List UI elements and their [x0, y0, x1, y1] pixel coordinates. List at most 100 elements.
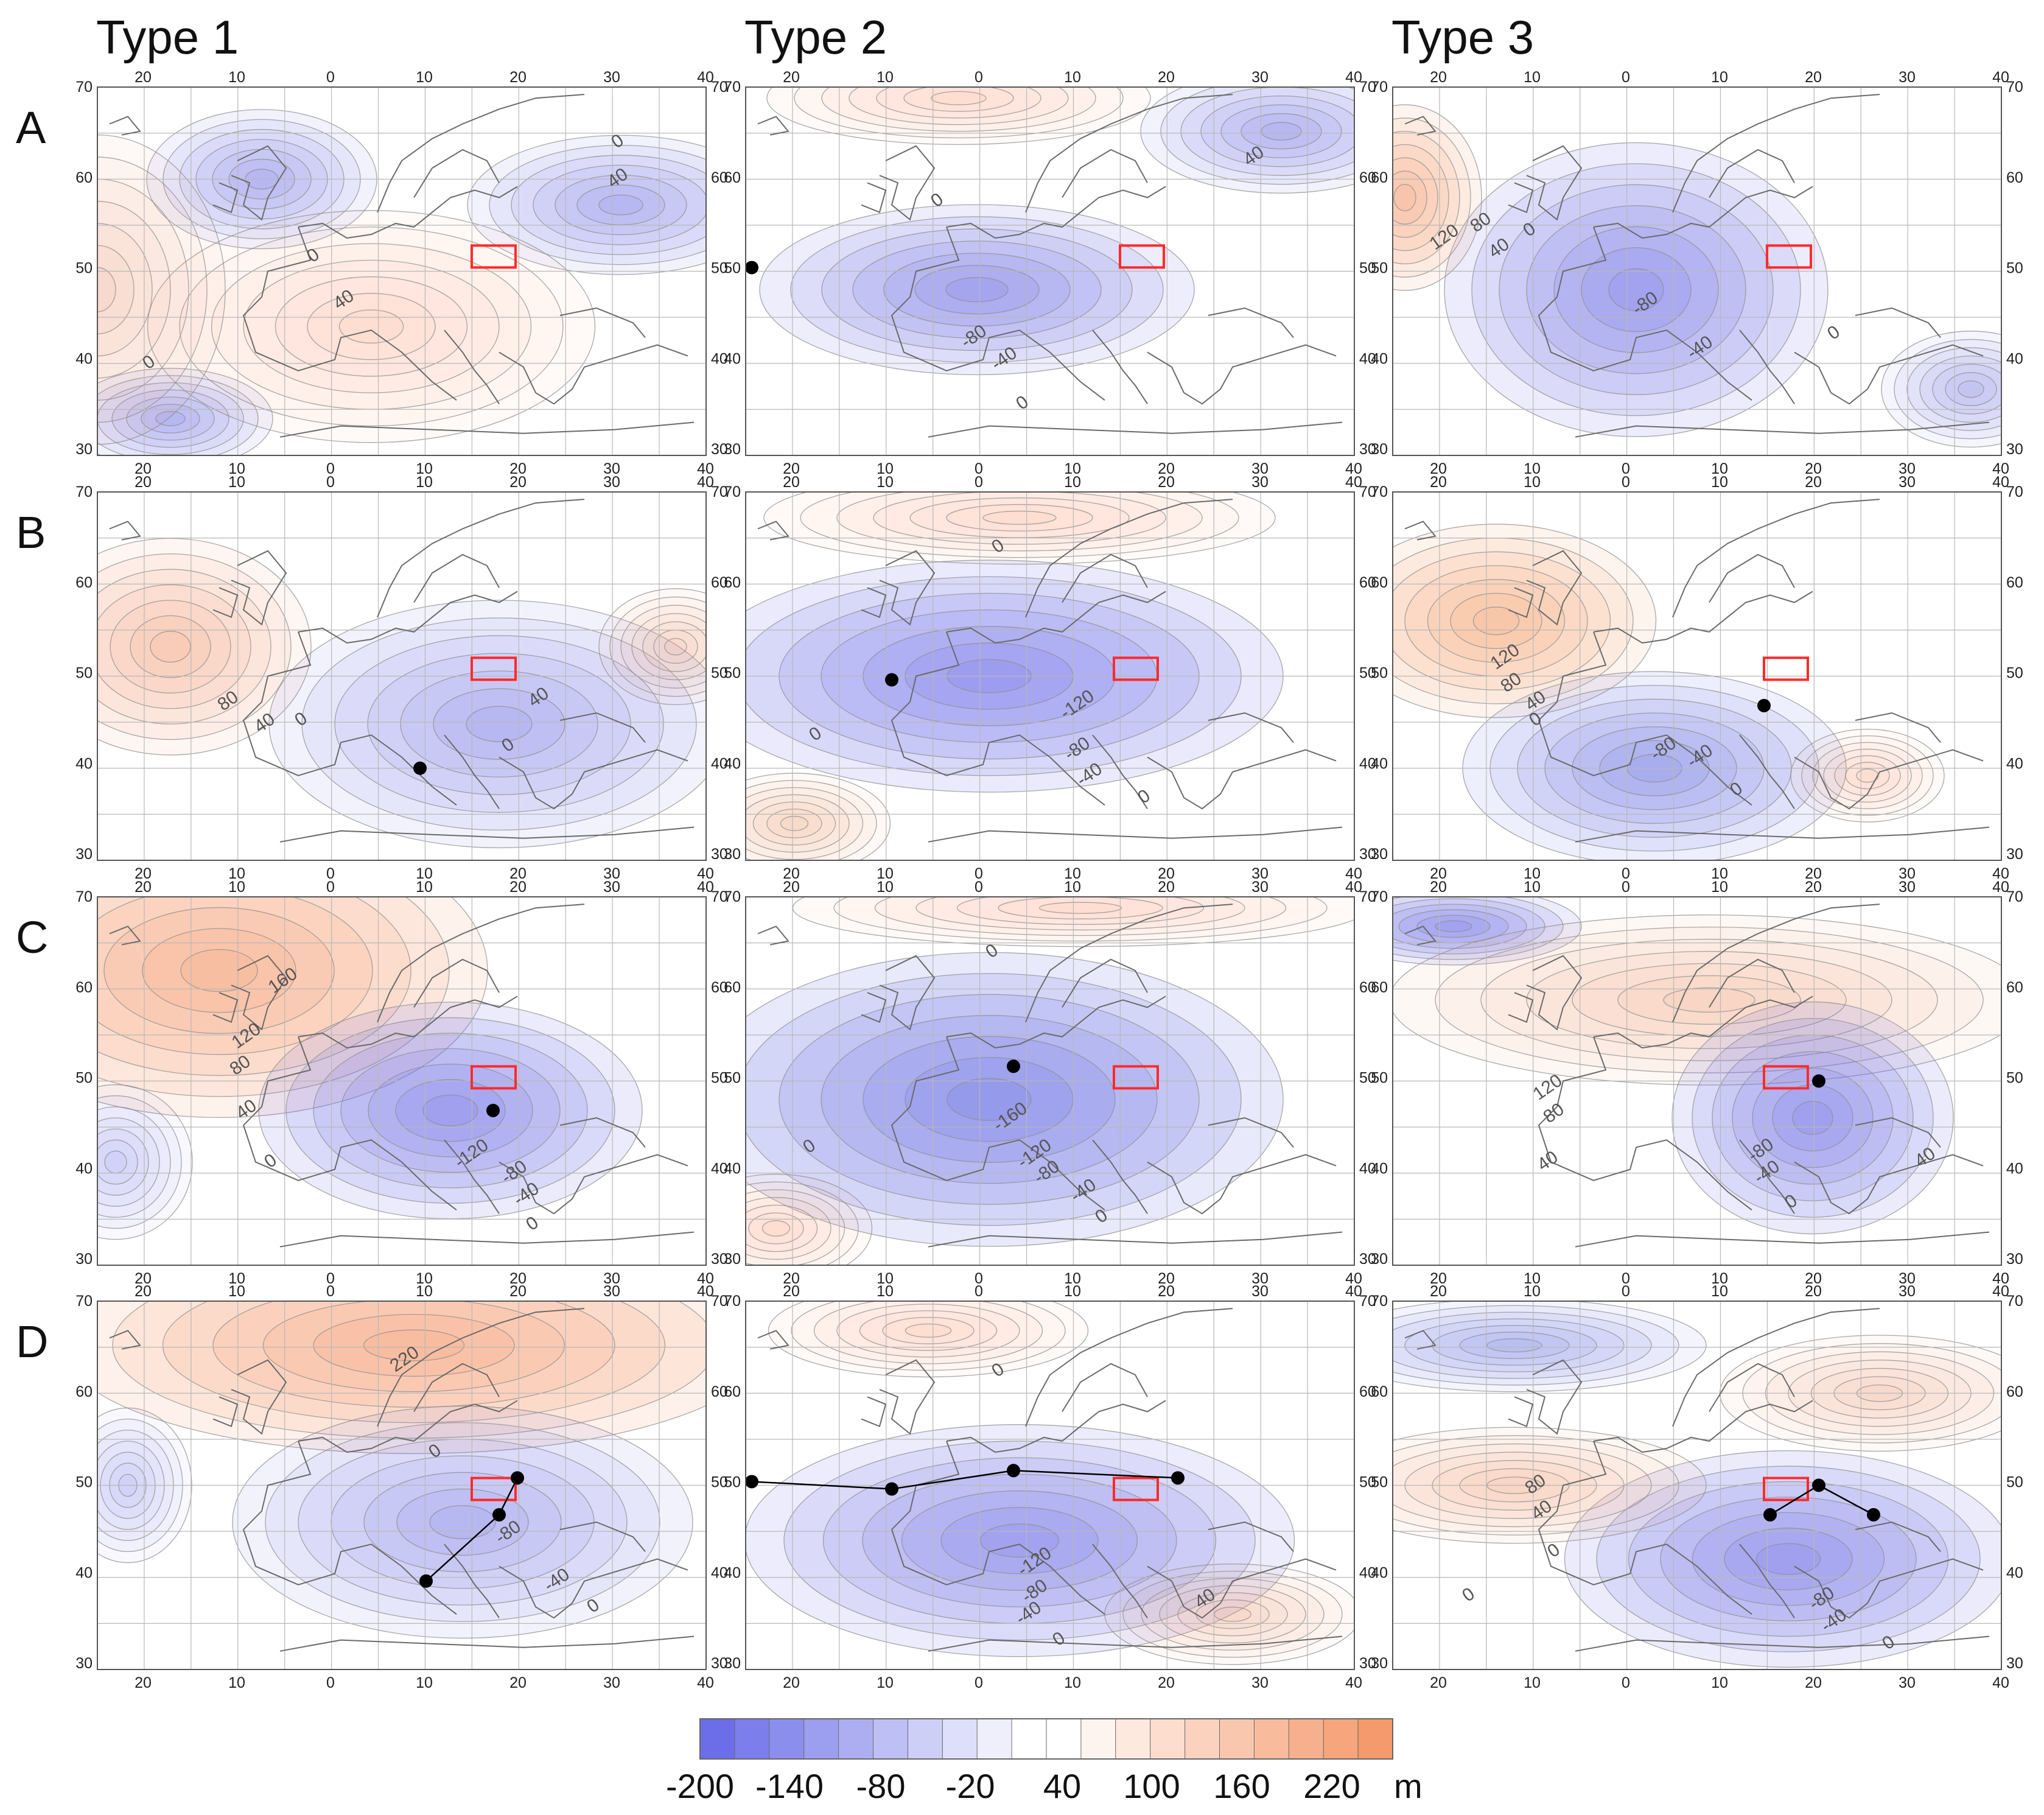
latitude-tick-left: 40 [724, 1564, 741, 1581]
longitude-tick-top: 20 [509, 69, 527, 86]
column-title: Type 1 [96, 10, 239, 64]
positive-anomaly-contour [97, 267, 116, 312]
positive-anomaly-contour [873, 492, 1166, 545]
panel-frame [97, 896, 707, 1266]
longitude-tick-bottom: 30 [603, 1674, 620, 1691]
positive-anomaly-contour [1526, 950, 1892, 1049]
coastline [757, 521, 789, 541]
positive-anomaly-contour [1177, 1592, 1288, 1637]
coastline [1575, 421, 1990, 438]
coastline [242, 226, 457, 401]
longitude-tick-bottom: 20 [783, 1270, 800, 1287]
latitude-tick-right: 30 [711, 1655, 728, 1672]
positive-anomaly-contour [905, 1323, 952, 1338]
longitude-tick-bottom: 10 [1711, 1674, 1728, 1691]
coastline [499, 1558, 688, 1619]
longitude-tick-top: 40 [697, 879, 714, 896]
coastline [891, 631, 1105, 806]
longitude-tick-bottom: 0 [326, 460, 335, 477]
latitude-tick-right: 70 [1359, 483, 1376, 500]
coastline [1538, 1441, 1752, 1615]
longitude-tick-top: 20 [1158, 879, 1175, 896]
longitude-tick-top: 40 [697, 474, 714, 491]
longitude-tick-top: 10 [1711, 879, 1728, 896]
latitude-tick-left: 40 [75, 350, 93, 367]
longitude-tick-bottom: 20 [135, 865, 152, 882]
latitude-tick-left: 40 [75, 755, 93, 772]
positive-anomaly-contour [859, 1310, 998, 1351]
positive-anomaly-contour [746, 780, 877, 860]
coastline [1404, 925, 1437, 946]
positive-anomaly-contour [97, 223, 153, 357]
negative-anomaly-contour [1435, 920, 1472, 933]
positive-anomaly-contour [998, 897, 1163, 919]
negative-anomaly-contour [821, 228, 1133, 351]
latitude-tick-right: 40 [2006, 1160, 2023, 1177]
longitude-tick-top: 20 [783, 69, 800, 86]
colorbar-tick-label: -20 [946, 1767, 995, 1805]
latitude-tick-left: 60 [1371, 169, 1388, 186]
latitude-tick-left: 70 [75, 483, 93, 500]
negative-anomaly-contour [1881, 331, 2001, 448]
negative-anomaly-contour [363, 1472, 562, 1573]
negative-anomaly-contour [429, 1505, 496, 1539]
cyclone-center-marker [1007, 1464, 1020, 1478]
latitude-tick-right: 60 [2006, 979, 2023, 996]
target-region-box [471, 656, 517, 681]
longitude-tick-bottom: 40 [1992, 460, 2009, 477]
negative-anomaly-contour [1692, 1018, 1934, 1218]
positive-anomaly-contour [874, 897, 1287, 936]
latitude-tick-left: 70 [724, 79, 741, 96]
longitude-tick-bottom: 0 [326, 865, 335, 882]
coastline [757, 116, 789, 136]
colorbar-segment [1253, 1718, 1290, 1760]
coastline [1062, 1363, 1148, 1413]
row-label: B [16, 507, 46, 558]
negative-anomaly-contour [790, 216, 1164, 363]
latitude-tick-left: 40 [75, 1160, 93, 1177]
positive-anomaly-contour [1480, 938, 1938, 1061]
latitude-tick-right: 60 [711, 169, 728, 186]
positive-anomaly-contour [313, 1314, 515, 1377]
coastline [1526, 145, 1583, 221]
latitude-tick-left: 30 [724, 1655, 741, 1672]
latitude-tick-right: 50 [1359, 1070, 1376, 1087]
negative-anomaly-contour [1393, 1311, 1652, 1379]
positive-anomaly-contour [982, 510, 1057, 525]
positive-anomaly-contour [752, 801, 836, 846]
latitude-tick-right: 40 [1359, 1564, 1376, 1581]
longitude-tick-bottom: 30 [1899, 1270, 1916, 1287]
longitude-tick-bottom: 10 [1524, 1674, 1541, 1691]
coastline [1794, 1154, 1984, 1215]
positive-anomaly-contour [882, 1316, 975, 1344]
longitude-tick-bottom: 0 [326, 1270, 335, 1287]
latitude-tick-left: 60 [1371, 979, 1388, 996]
longitude-tick-bottom: 0 [975, 865, 983, 882]
latitude-tick-right: 60 [1359, 169, 1376, 186]
negative-anomaly-contour [746, 973, 1242, 1226]
coastline [1709, 149, 1795, 198]
colorbar-segment [1288, 1718, 1325, 1760]
positive-anomaly-contour [1435, 926, 1984, 1073]
latitude-tick-left: 40 [1371, 1160, 1388, 1177]
negative-anomaly-contour [1932, 363, 2001, 415]
latitude-tick-left: 60 [724, 169, 741, 186]
target-region-box [1113, 1476, 1159, 1501]
longitude-tick-top: 0 [1622, 69, 1630, 86]
positive-anomaly-contour [97, 897, 373, 1055]
longitude-tick-bottom: 40 [1992, 1674, 2009, 1691]
longitude-tick-bottom: 20 [509, 460, 527, 477]
longitude-tick-bottom: 30 [1251, 865, 1269, 882]
coastline [1709, 553, 1795, 603]
coastline [298, 591, 518, 644]
positive-anomaly-contour [1823, 748, 1912, 803]
latitude-tick-right: 60 [711, 574, 728, 591]
coastline [879, 145, 936, 221]
longitude-tick-top: 10 [1064, 879, 1081, 896]
negative-anomaly-contour [1459, 1332, 1570, 1360]
latitude-tick-right: 40 [1359, 1160, 1376, 1177]
colorbar-unit: m [1394, 1767, 1423, 1805]
negative-anomaly-contour [1919, 356, 2001, 423]
longitude-tick-bottom: 10 [1064, 865, 1081, 882]
